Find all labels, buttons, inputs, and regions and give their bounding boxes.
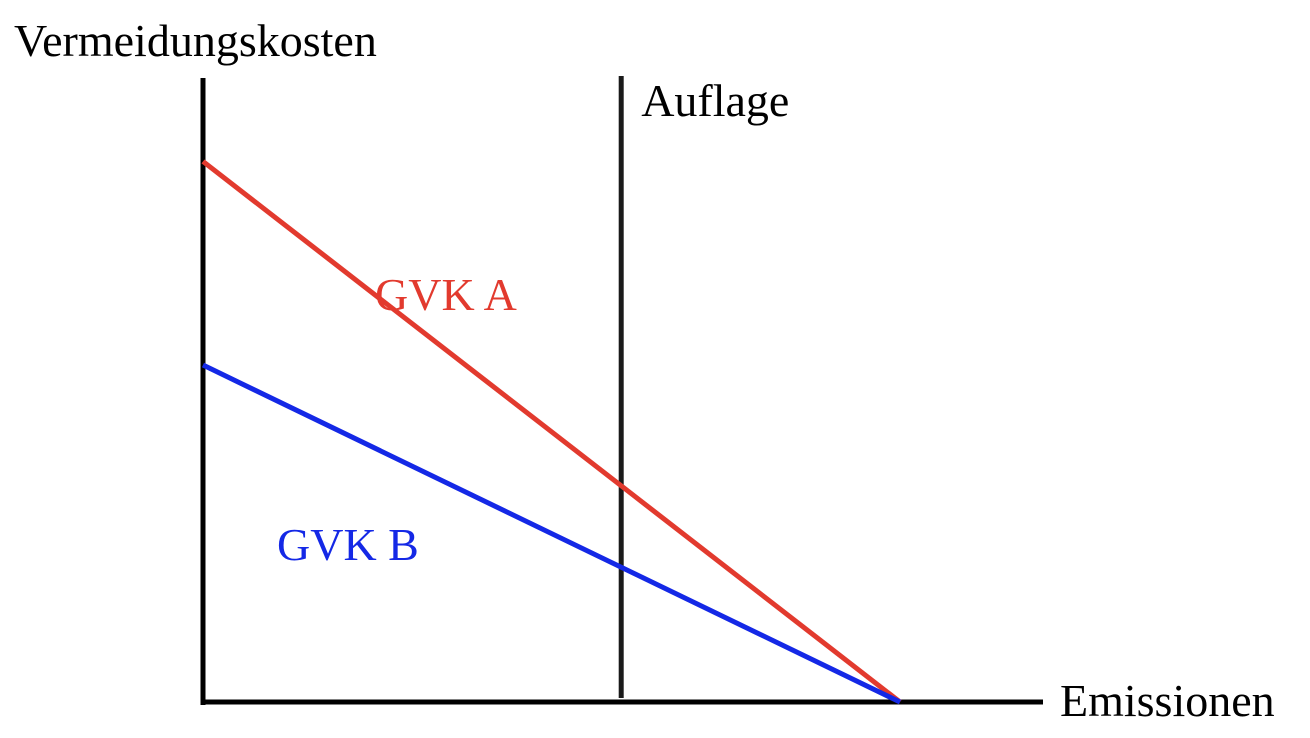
series-line-gvk-b: [201, 362, 902, 705]
auflage-label: Auflage: [641, 75, 789, 126]
series-label-gvk-a: GVK A: [375, 269, 517, 320]
series-label-gvk-b: GVK B: [277, 519, 419, 570]
y-axis-label: Vermeidungskosten: [14, 15, 377, 66]
series-line-gvk-a: [201, 159, 902, 704]
x-axis-label: Emissionen: [1060, 675, 1275, 726]
series-group: [201, 159, 902, 705]
